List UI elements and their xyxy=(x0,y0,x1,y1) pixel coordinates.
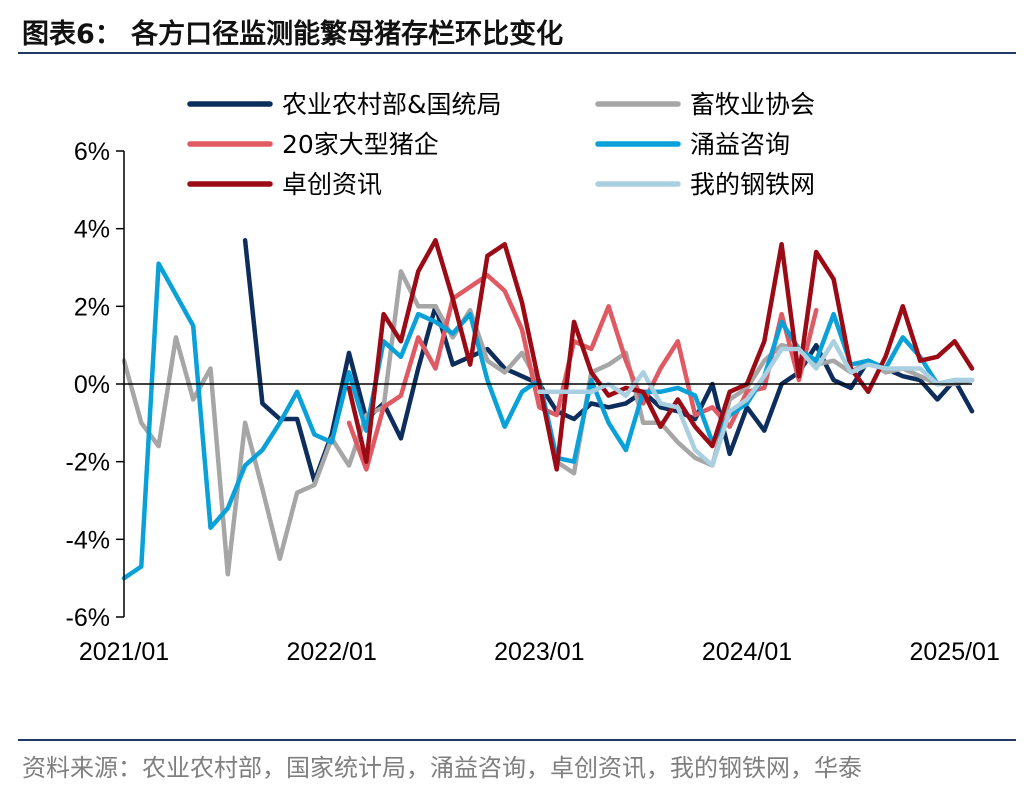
legend-label: 我的钢铁网 xyxy=(690,170,815,199)
x-tick-label: 2024/01 xyxy=(702,638,792,666)
source-note: 资料来源：农业农村部，国家统计局，涌益咨询，卓创资讯，我的钢铁网，华泰 xyxy=(22,754,862,782)
x-tick-label: 2021/01 xyxy=(79,638,169,666)
source-divider xyxy=(18,739,1016,741)
y-tick-label: 0% xyxy=(74,371,110,399)
x-tick-label: 2023/01 xyxy=(494,638,584,666)
legend-label: 20家大型猪企 xyxy=(282,130,439,159)
y-tick-label: 4% xyxy=(74,216,110,244)
y-tick-label: -4% xyxy=(66,526,110,554)
y-tick-label: -2% xyxy=(66,449,110,477)
y-tick-label: 6% xyxy=(74,138,110,166)
series-line-5 xyxy=(346,238,975,472)
x-tick-label: 2022/01 xyxy=(286,638,376,666)
series-line-6 xyxy=(537,339,975,468)
axis-layer: 6% 4% 2% 0% -2% -4% -6% 2021/01 2022/01 2023/01 20… xyxy=(66,138,1000,666)
y-tick-label: -6% xyxy=(66,604,110,632)
legend-label: 畜牧业协会 xyxy=(690,90,815,119)
y-tick-label: 2% xyxy=(74,293,110,321)
legend-label: 涌益咨询 xyxy=(690,130,790,159)
figure-title: 图表6： 各方口径监测能繁母猪存栏环比变化 xyxy=(22,19,564,50)
line-chart: 6% 4% 2% 0% -2% -4% -6% 2021/01 2022/01 2023/01 20… xyxy=(66,90,1000,666)
legend-label: 卓创资讯 xyxy=(282,170,382,199)
x-tick-label: 2025/01 xyxy=(910,638,1000,666)
legend-label: 农业农村部&国统局 xyxy=(282,90,502,119)
title-divider xyxy=(18,52,1016,54)
series-layer xyxy=(121,238,975,581)
